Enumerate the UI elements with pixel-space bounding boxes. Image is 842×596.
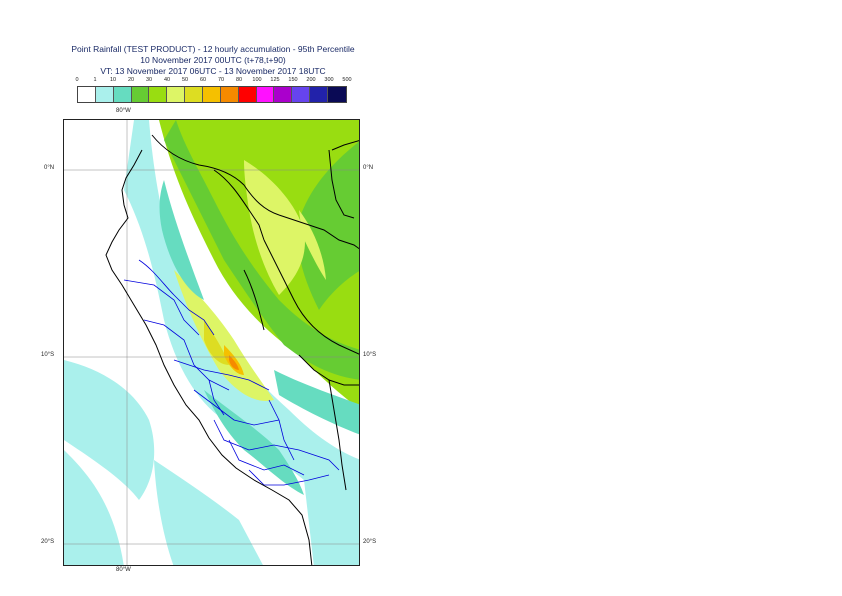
title-line-2: 10 November 2017 00UTC (t+78,t+90) bbox=[140, 55, 286, 65]
legend-tick-label: 10 bbox=[109, 77, 117, 83]
map-canvas bbox=[64, 120, 359, 565]
legend-swatch bbox=[167, 87, 186, 102]
legend-tick-label: 125 bbox=[270, 77, 280, 83]
title-block: Point Rainfall (TEST PRODUCT) - 12 hourl… bbox=[0, 44, 426, 77]
legend-swatch bbox=[113, 87, 132, 102]
lat-label-10-left: 10°S bbox=[41, 352, 55, 358]
legend-swatch bbox=[310, 87, 329, 102]
legend-swatch bbox=[78, 87, 96, 102]
ocean-rain-layer bbox=[64, 120, 359, 565]
legend-swatch bbox=[238, 87, 257, 102]
legend-swatch bbox=[149, 87, 168, 102]
lat-label-10-right: 10°S bbox=[363, 352, 377, 358]
legend-tick-label: 40 bbox=[163, 77, 171, 83]
lon-label-top: 80°W bbox=[116, 108, 131, 114]
lat-label-20-right: 20°S bbox=[363, 539, 377, 545]
legend-tick-label: 70 bbox=[217, 77, 225, 83]
legend-tick-label: 0 bbox=[75, 77, 79, 83]
title-line-3: VT: 13 November 2017 06UTC - 13 November… bbox=[100, 66, 326, 76]
legend-swatch bbox=[274, 87, 293, 102]
legend-swatch bbox=[256, 87, 275, 102]
legend-swatch bbox=[220, 87, 239, 102]
legend-tick-label: 200 bbox=[306, 77, 316, 83]
legend-swatch bbox=[328, 87, 346, 102]
legend-swatch bbox=[95, 87, 114, 102]
coastline bbox=[105, 134, 359, 565]
legend-tick-label: 100 bbox=[252, 77, 262, 83]
legend-swatch-row bbox=[77, 86, 347, 103]
legend-tick-label: 60 bbox=[199, 77, 207, 83]
legend-tick-label: 1 bbox=[93, 77, 97, 83]
legend-tick-row: 0 1 10 20 30 40 50 60 70 80 100 125 150 200 300 500 bbox=[75, 77, 351, 85]
lat-label-0-left: 0°N bbox=[44, 165, 55, 171]
rainfall-map bbox=[63, 119, 360, 566]
lon-label-bottom: 80°W bbox=[116, 567, 131, 573]
legend-tick-label: 150 bbox=[288, 77, 298, 83]
legend-tick-label: 30 bbox=[145, 77, 153, 83]
legend-swatch bbox=[185, 87, 204, 102]
land-rain-layer bbox=[152, 120, 359, 495]
admin-boundaries bbox=[123, 259, 340, 486]
legend-tick-label: 20 bbox=[127, 77, 135, 83]
lat-label-20-left: 20°S bbox=[41, 539, 55, 545]
legend-tick-label: 80 bbox=[235, 77, 243, 83]
legend-tick-label: 500 bbox=[342, 77, 352, 83]
title-line-1: Point Rainfall (TEST PRODUCT) - 12 hourl… bbox=[71, 44, 355, 54]
legend-tick-label: 50 bbox=[181, 77, 189, 83]
lat-label-0-right: 0°N bbox=[363, 165, 374, 171]
legend-tick-label: 300 bbox=[324, 77, 334, 83]
legend-swatch bbox=[292, 87, 311, 102]
graticule bbox=[64, 120, 359, 565]
legend-swatch bbox=[131, 87, 150, 102]
color-legend: 0 1 10 20 30 40 50 60 70 80 100 125 150 200 300 500 bbox=[75, 77, 352, 103]
legend-swatch bbox=[203, 87, 221, 102]
